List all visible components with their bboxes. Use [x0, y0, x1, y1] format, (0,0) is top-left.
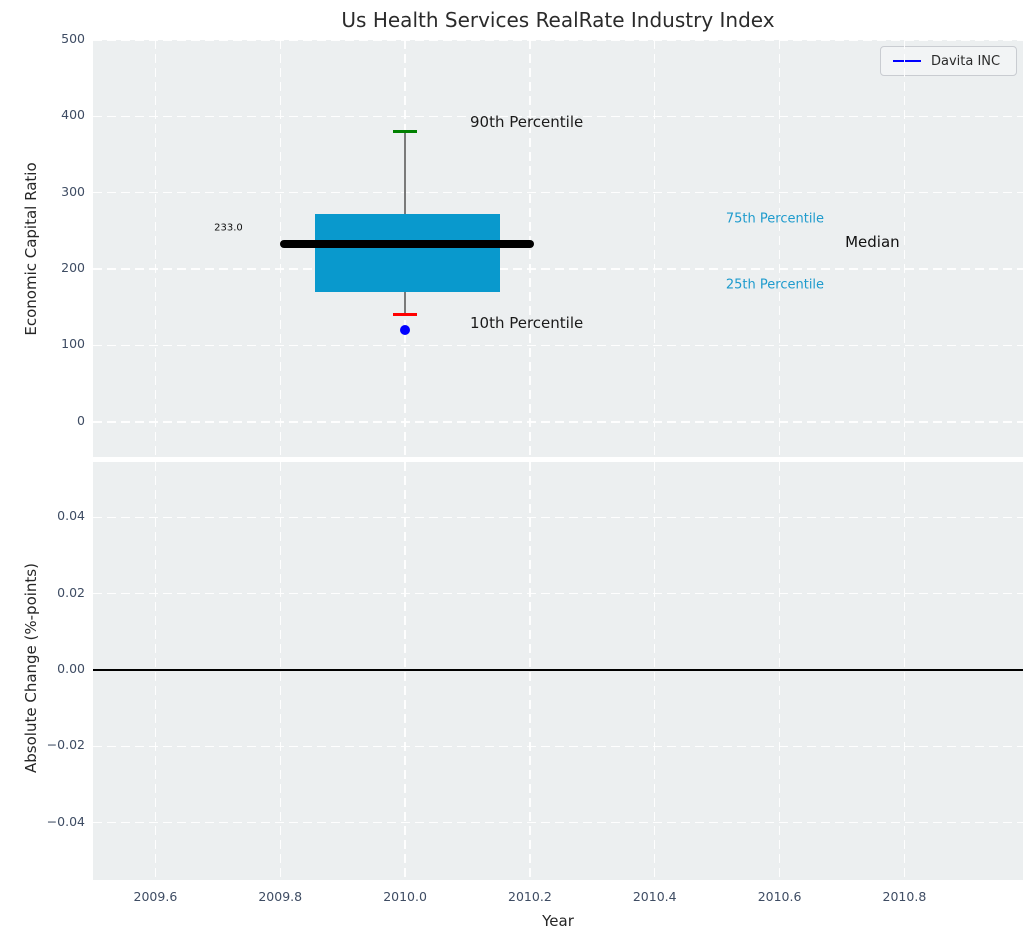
- annotation-median: Median: [845, 233, 900, 252]
- y-tick-label: 200: [61, 260, 85, 276]
- gridline-vertical: [529, 40, 531, 457]
- y-tick-label: 400: [61, 107, 85, 123]
- gridline-vertical: [903, 40, 906, 457]
- chart-title: Us Health Services RealRate Industry Ind…: [341, 8, 775, 32]
- y-tick-label: 100: [61, 336, 85, 352]
- y-tick-label: 0.02: [57, 584, 85, 600]
- zero-line: [93, 669, 1023, 672]
- x-tick-label: 2010.2: [508, 889, 552, 904]
- x-tick-label: 2010.4: [632, 889, 677, 904]
- gridline-horizontal: [93, 421, 1023, 423]
- top-subplot-area: [93, 40, 1023, 457]
- y-tick-label: −0.02: [46, 737, 85, 753]
- whisker-cap-10th: [393, 313, 418, 317]
- y-tick-label: 300: [61, 183, 85, 199]
- gridline-vertical: [778, 40, 781, 457]
- flier-dot: [400, 325, 411, 336]
- y-tick-label: 0.00: [57, 661, 85, 677]
- legend-line-sample-icon: [893, 59, 921, 63]
- gridline-vertical: [279, 40, 281, 457]
- annotation-90th-percentile: 90th Percentile: [469, 113, 584, 132]
- x-tick-label: 2010.0: [383, 889, 427, 904]
- gridline-horizontal: [93, 39, 1023, 41]
- gridline-horizontal: [93, 192, 1023, 194]
- gridline-horizontal: [93, 822, 1023, 824]
- whisker-cap-90th: [393, 130, 418, 134]
- y-tick-label: 0: [77, 412, 85, 428]
- x-tick-label: 2009.8: [258, 889, 303, 904]
- gridline-horizontal: [93, 516, 1023, 518]
- y-tick-label: 500: [61, 31, 85, 46]
- annotation-10th-percentile: 10th Percentile: [469, 314, 584, 333]
- legend: Davita INC: [880, 46, 1017, 76]
- annotation-75th-percentile: 75th Percentile: [725, 211, 825, 227]
- gridline-horizontal: [93, 593, 1023, 595]
- annotation-25th-percentile: 25th Percentile: [725, 277, 825, 293]
- y-tick-label: −0.04: [46, 813, 85, 829]
- legend-label: Davita INC: [931, 53, 1001, 69]
- x-tick-label: 2009.6: [133, 889, 178, 904]
- gridline-vertical: [154, 40, 157, 457]
- x-tick-label: 2010.6: [757, 889, 802, 904]
- gridline-horizontal: [93, 745, 1023, 748]
- iqr-box: [315, 214, 500, 293]
- gridline-horizontal: [93, 268, 1023, 270]
- gridline-horizontal: [93, 344, 1023, 347]
- y-tick-label: 0.04: [57, 508, 85, 524]
- gridline-vertical: [654, 40, 656, 457]
- x-axis-label: Year: [542, 912, 574, 930]
- median-line: [280, 239, 534, 248]
- gridline-horizontal: [93, 115, 1023, 118]
- x-tick-label: 2010.8: [882, 889, 927, 904]
- annotation-233-0: 233.0: [214, 222, 243, 234]
